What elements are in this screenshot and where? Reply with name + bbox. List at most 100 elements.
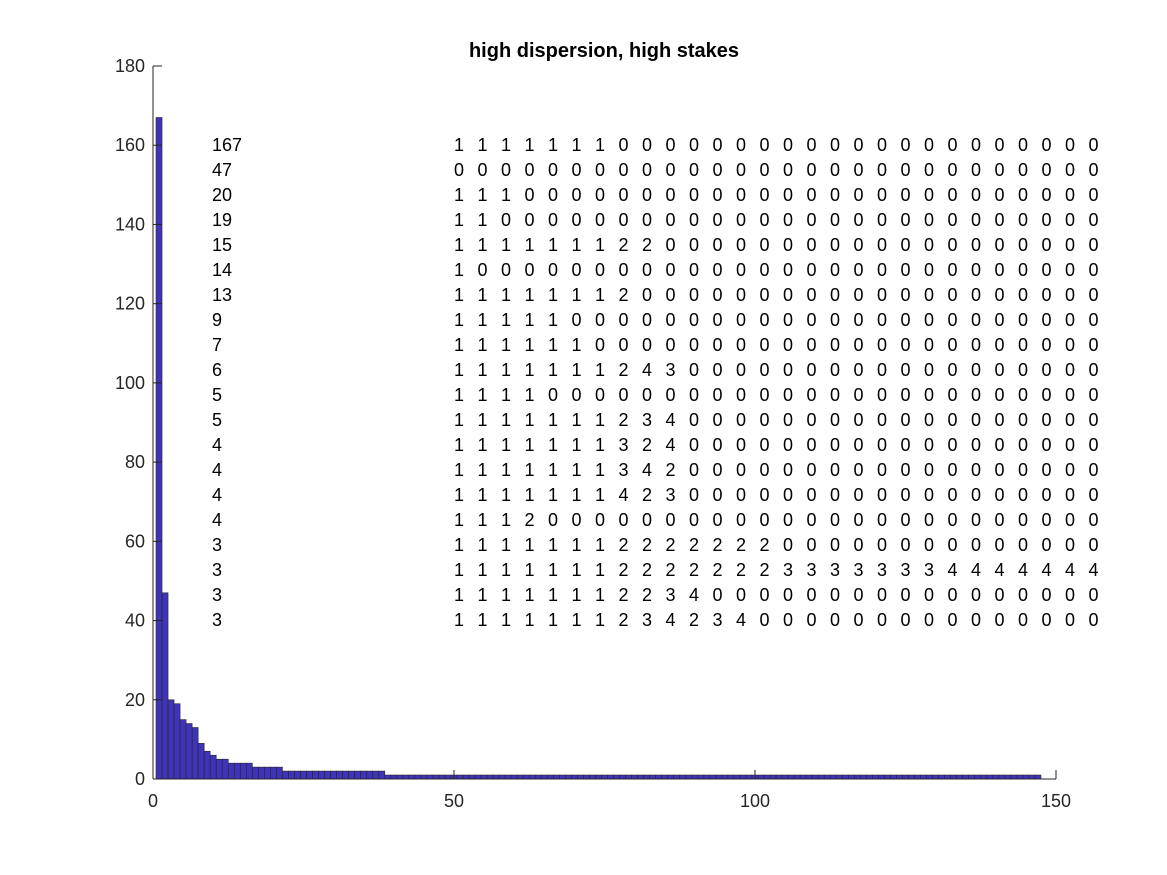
bar-73	[589, 774, 596, 780]
y-tick-label-20: 20	[125, 690, 145, 710]
bar-91	[697, 774, 705, 780]
bar-98	[739, 774, 747, 780]
bar-58	[498, 774, 506, 780]
bar-118	[860, 774, 867, 780]
bar-39	[384, 774, 392, 780]
bar-34	[354, 770, 361, 780]
bar-43	[408, 774, 416, 780]
annotations-group: 167 47 20 19 15 14 13 9 7 6 5 5 4 4 4 4 3 3 3 3 1 1 1 1 1 1 1 0 0 0 0 0…	[212, 135, 1099, 630]
bar-144	[1016, 774, 1024, 780]
bar-67	[553, 774, 560, 780]
annotation-count-15: 4	[212, 510, 222, 530]
bar-106	[787, 774, 795, 780]
bar-22	[282, 770, 289, 780]
bar-101	[757, 774, 765, 780]
chart-title: high dispersion, high stakes	[469, 40, 739, 62]
bar-120	[872, 774, 879, 780]
bar-6	[185, 723, 193, 780]
y-tick-label-140: 140	[115, 214, 145, 234]
bar-143	[1010, 774, 1018, 780]
bar-45	[420, 774, 428, 780]
bar-105	[781, 774, 789, 780]
bar-60	[510, 774, 518, 780]
bar-121	[878, 774, 885, 780]
bar-141	[998, 774, 1006, 780]
bar-125	[902, 774, 909, 780]
bar-93	[709, 774, 717, 780]
bar-128	[920, 774, 927, 780]
bar-69	[565, 774, 572, 780]
x-tick-label-50: 50	[444, 791, 464, 811]
bar-55	[480, 774, 488, 780]
annotation-count-7: 9	[212, 310, 222, 330]
bar-10	[209, 754, 217, 780]
bar-127	[914, 774, 921, 780]
bar-126	[908, 774, 915, 780]
annotation-count-4: 15	[212, 235, 232, 255]
bar-139	[986, 774, 994, 780]
bar-95	[721, 774, 729, 780]
bar-78	[619, 774, 626, 780]
bar-72	[583, 774, 590, 780]
y-tick-label-160: 160	[115, 135, 145, 155]
annotation-count-6: 13	[212, 285, 232, 305]
bar-137	[974, 774, 982, 780]
bar-62	[522, 774, 530, 780]
bar-3	[167, 699, 175, 780]
bar-142	[1004, 774, 1012, 780]
bar-146	[1028, 774, 1036, 780]
annotation-count-17: 3	[212, 560, 222, 580]
annotation-count-0: 167	[212, 135, 242, 155]
bar-84	[655, 774, 662, 780]
bar-56	[486, 774, 494, 780]
bar-83	[649, 774, 656, 780]
bar-63	[528, 774, 536, 780]
bar-47	[432, 774, 440, 780]
bar-35	[360, 770, 368, 780]
bar-109	[805, 774, 813, 780]
bar-89	[685, 774, 693, 780]
bar-44	[414, 774, 422, 780]
bar-76	[607, 774, 614, 780]
bar-79	[625, 774, 632, 780]
bar-14	[233, 762, 241, 780]
bar-82	[643, 774, 650, 780]
bar-70	[571, 774, 578, 780]
bar-49	[444, 774, 452, 780]
bars-group	[155, 117, 1042, 780]
bar-104	[775, 774, 783, 780]
bar-11	[215, 758, 223, 780]
bar-17	[252, 766, 259, 780]
bar-1	[155, 117, 163, 780]
bar-46	[426, 774, 434, 780]
bar-20	[270, 766, 277, 780]
bar-134	[956, 774, 963, 780]
bar-140	[992, 774, 1000, 780]
x-tick-label-0: 0	[148, 791, 158, 811]
bar-136	[968, 774, 976, 780]
bar-25	[300, 770, 307, 780]
bar-31	[336, 770, 343, 780]
bar-103	[769, 774, 777, 780]
bar-18	[258, 766, 265, 780]
bar-26	[306, 770, 313, 780]
annotation-count-10: 5	[212, 385, 222, 405]
bar-117	[854, 774, 861, 780]
bar-85	[661, 774, 669, 780]
bar-66	[547, 774, 554, 780]
annotation-count-2: 20	[212, 185, 232, 205]
bar-53	[468, 774, 476, 780]
bar-40	[390, 774, 398, 780]
bar-15	[239, 762, 247, 780]
bar-5	[179, 719, 187, 780]
bar-108	[799, 774, 807, 780]
